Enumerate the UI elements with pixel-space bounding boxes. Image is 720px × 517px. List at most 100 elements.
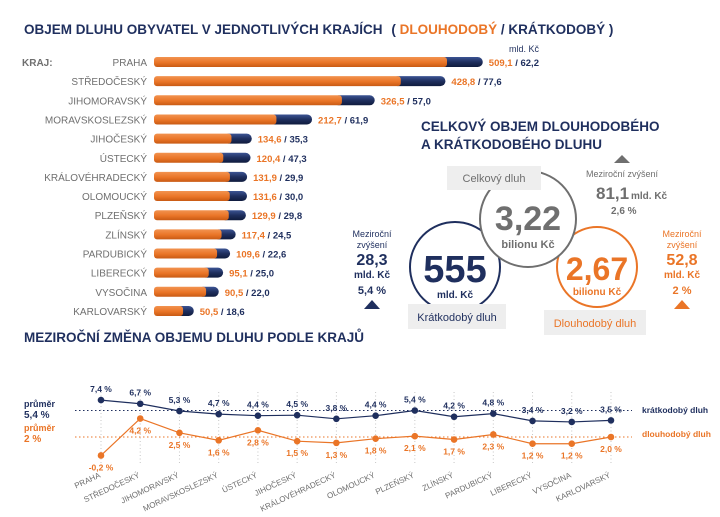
bar-value-label: 326,5 / 57,0 <box>381 96 431 107</box>
bar-value-label: 95,1 / 25,0 <box>229 269 274 280</box>
long-series-value-label: 2,5 % <box>169 440 191 450</box>
short-value: 25,0 <box>256 269 275 280</box>
bar-category-label: KRÁLOVÉHRADECKÝ <box>44 171 147 184</box>
long-debt-circle <box>556 226 638 308</box>
page-title-separator: / <box>501 22 509 37</box>
long-series-value-label: 1,5 % <box>286 448 308 458</box>
long-value: 90,5 <box>225 288 244 299</box>
long-debt-bar <box>154 210 229 221</box>
line-chart-title: MEZIROČNÍ ZMĚNA OBJEMU DLUHU PODLE KRAJŮ <box>24 329 364 345</box>
short-series-value-label: 6,7 % <box>129 388 151 398</box>
bar-category-label: PLZEŇSKÝ <box>95 209 148 222</box>
bar-category-label: VYSOČINA <box>95 286 147 299</box>
bar-value-label: 129,9 / 29,8 <box>252 211 302 222</box>
line-chart: MEZIROČNÍ ZMĚNA OBJEMU DLUHU PODLE KRAJŮ… <box>24 329 711 514</box>
short-series-point <box>529 417 536 425</box>
long-average-label: průměr <box>24 423 56 433</box>
long-series-point <box>411 432 419 440</box>
long-change-label-line2: zvýšení <box>667 240 698 250</box>
summary-title-line1: CELKOVÝ OBJEM DLOUHODOBÉHO <box>421 119 660 134</box>
long-debt-bar <box>154 229 222 240</box>
short-series-value-label: 3,2 % <box>561 406 583 416</box>
short-series-value-label: 3,5 % <box>600 404 622 414</box>
long-series-point <box>529 440 536 448</box>
long-series-legend: dlouhodobý dluh <box>642 429 711 439</box>
short-debt-bar <box>392 76 446 87</box>
page-title: OBJEM DLUHU OBYVATEL V JEDNOTLIVÝCH KRAJ… <box>24 22 613 37</box>
short-series-point <box>450 413 458 421</box>
short-value: 24,5 <box>273 230 292 241</box>
short-series-value-label: 3,4 % <box>522 405 544 415</box>
bar-value-label: 131,9 / 29,9 <box>253 173 303 184</box>
long-value: 95,1 <box>229 269 248 280</box>
value-separator: / <box>404 96 412 107</box>
long-series-value-label: 1,2 % <box>522 451 544 461</box>
short-series-point <box>136 400 144 408</box>
long-series-point <box>490 431 497 438</box>
short-average-value: 5,4 % <box>24 410 50 421</box>
short-value: 30,0 <box>285 192 304 203</box>
value-separator: / <box>248 269 256 280</box>
short-series-line <box>100 399 612 423</box>
short-debt-value: 555 <box>423 249 486 291</box>
short-series-point <box>293 411 301 419</box>
bar-value-label: 212,7 / 61,9 <box>318 115 368 126</box>
short-series-value-label: 3,8 % <box>326 403 348 413</box>
long-series-point <box>136 415 144 422</box>
bar-value-label: 131,6 / 30,0 <box>253 192 303 203</box>
line-category-label: PLZEŇSKÝ <box>374 470 416 496</box>
short-value: 62,2 <box>520 58 539 69</box>
long-series-value-label: 2,8 % <box>247 437 269 447</box>
short-value: 22,0 <box>251 288 270 299</box>
bar-category-label: STŘEDOČESKÝ <box>71 75 147 88</box>
long-value: 509,1 <box>489 58 513 69</box>
short-value: 47,3 <box>288 154 307 165</box>
short-series-point <box>333 415 340 423</box>
long-series-value-label: 1,2 % <box>561 451 583 461</box>
value-separator: / <box>475 77 483 88</box>
short-series-point <box>411 407 419 414</box>
page-title-open-paren: ( <box>391 22 396 37</box>
short-series-point <box>215 410 222 418</box>
bar-category-label: LIBERECKÝ <box>91 267 147 280</box>
long-increase-arrow-icon <box>674 300 690 309</box>
line-category-label: MORAVSKOSLEZSKÝ <box>142 470 220 513</box>
long-value: 117,4 <box>242 230 266 241</box>
long-debt-value: 2,67 <box>566 251 628 287</box>
bar-chart: KRAJ: mld. Kč PRAHA 509,1 / 62,2 STŘEDOČES… <box>22 44 540 318</box>
short-change-value: 28,3 <box>356 252 387 269</box>
value-separator: / <box>260 250 268 261</box>
total-change-value: 81,1 <box>596 184 629 203</box>
long-series-point <box>254 426 262 434</box>
long-change-unit: mld. Kč <box>664 270 701 281</box>
long-series-point <box>176 429 183 437</box>
short-series-point <box>372 412 379 420</box>
short-value: 18,6 <box>226 307 245 318</box>
value-separator: / <box>282 135 290 146</box>
long-series-value-label: 1,3 % <box>326 450 348 460</box>
long-debt-bar <box>154 171 230 182</box>
value-separator: / <box>342 115 350 126</box>
long-series-value-label: 4,2 % <box>129 426 151 436</box>
page-title-long-word: DLOUHODOBÝ <box>400 22 498 37</box>
bar-value-label: 428,8 / 77,6 <box>451 77 501 88</box>
long-value: 120,4 <box>257 154 281 165</box>
long-series-point <box>607 433 615 441</box>
long-average-value: 2 % <box>24 434 41 445</box>
long-series-line <box>100 417 612 456</box>
total-increase-arrow-icon <box>614 155 630 163</box>
long-debt-bar <box>154 57 447 67</box>
short-value: 29,9 <box>285 173 304 184</box>
long-series-value-label: 2,3 % <box>482 441 504 451</box>
long-series-value-label: 1,8 % <box>365 446 387 456</box>
total-debt-caption: Celkový dluh <box>463 173 526 185</box>
total-debt-value: 3,22 <box>495 200 561 238</box>
long-series-point <box>568 440 576 448</box>
value-separator: / <box>280 154 288 165</box>
long-debt-bar <box>154 286 207 297</box>
short-series-value-label: 4,4 % <box>247 400 269 410</box>
bar-value-label: 109,6 / 22,6 <box>236 250 286 261</box>
short-series-point <box>254 412 262 420</box>
short-debt-bar <box>333 95 375 106</box>
short-series-value-label: 4,4 % <box>365 400 387 410</box>
